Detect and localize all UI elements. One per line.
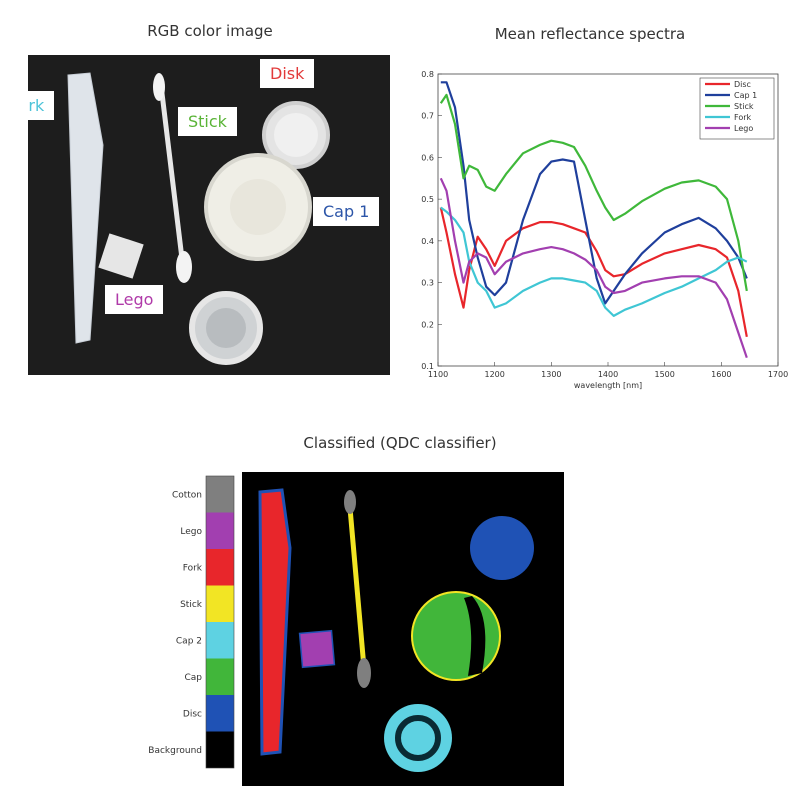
photo-lego — [98, 233, 144, 279]
colorbar-label: Fork — [183, 563, 203, 573]
class-disc — [470, 516, 534, 580]
classified-title: Classified (QDC classifier) — [303, 434, 497, 452]
label-lego: Lego — [105, 285, 164, 314]
photo-stick-tip-bottom — [176, 251, 192, 283]
series-line-cap-1 — [440, 81, 748, 305]
label-stick: Stick — [178, 107, 237, 136]
rgb-image-title: RGB color image — [147, 22, 273, 40]
colorbar-label: Cap 2 — [176, 636, 202, 646]
rgb-photo: Fork Stick Disk Cap 1 Lego — [28, 55, 390, 375]
y-tick-label: 0.4 — [421, 237, 434, 246]
colorbar-label: Cotton — [172, 490, 202, 500]
class-cap2-inner — [395, 715, 441, 761]
x-tick-label: 1700 — [768, 370, 788, 379]
class-fork — [258, 488, 292, 756]
y-tick-label: 0.6 — [421, 153, 434, 162]
spectra-chart: 1100 1200 1300 1400 1500 1600 1700 0.1 0.2 0.3 0.4… — [421, 70, 788, 390]
colorbar-label: Disc — [183, 709, 202, 719]
legend-label: Lego — [734, 124, 753, 133]
chart-legend: Disc Cap 1 Stick Fork Lego — [699, 77, 775, 140]
colorbar-swatch-cap-2 — [206, 622, 234, 659]
spectra-title: Mean reflectance spectra — [494, 25, 686, 43]
classified-image: Cotton Lego Fork Stick Cap 2 Cap Disc Backgroun… — [148, 472, 564, 786]
chart-xlabel: wavelength [nm] — [574, 381, 642, 390]
class-cotton-bottom — [357, 658, 371, 688]
x-tick-label: 1500 — [654, 370, 674, 379]
label-cap1: Cap 1 — [313, 197, 380, 226]
colorbar-swatch-fork — [206, 549, 234, 586]
chart-lines — [439, 81, 748, 359]
y-tick-label: 0.5 — [421, 195, 434, 204]
chart-ticks: 1100 1200 1300 1400 1500 1600 1700 0.1 0.2 0.3 0.4… — [421, 70, 788, 379]
colorbar-swatch-stick — [206, 585, 234, 622]
x-tick-label: 1200 — [484, 370, 504, 379]
photo-disk-inner — [274, 113, 318, 157]
x-tick-label: 1300 — [541, 370, 561, 379]
colorbar-swatch-cap — [206, 658, 234, 695]
y-tick-label: 0.1 — [421, 362, 434, 371]
x-tick-label: 1600 — [711, 370, 731, 379]
photo-fork — [67, 72, 104, 344]
class-cap-shadow — [464, 596, 486, 676]
photo-stick-tip-top — [153, 73, 165, 101]
photo-cap2-inner — [206, 308, 246, 348]
colorbar-swatch-cotton — [206, 476, 234, 513]
class-cap2 — [384, 704, 452, 772]
y-tick-label: 0.7 — [421, 112, 434, 121]
legend-label: Fork — [734, 113, 752, 122]
legend-label: Stick — [734, 102, 754, 111]
colorbar-swatch-disc — [206, 695, 234, 732]
photo-cap1-inner — [230, 179, 286, 235]
class-legend: Cotton Lego Fork Stick Cap 2 Cap Disc Backgroun… — [148, 475, 235, 769]
x-tick-label: 1100 — [428, 370, 448, 379]
y-tick-label: 0.2 — [421, 320, 434, 329]
series-line-fork — [440, 206, 748, 317]
colorbar-frame — [205, 475, 235, 769]
label-fork: Fork — [28, 91, 55, 120]
class-lego — [298, 629, 336, 669]
x-tick-label: 1400 — [598, 370, 618, 379]
colorbar-label: Background — [148, 746, 202, 756]
class-stick — [347, 507, 367, 669]
series-line-lego — [439, 177, 748, 359]
series-line-disc — [439, 207, 748, 338]
label-disk: Disk — [260, 59, 315, 88]
photo-stick — [158, 82, 186, 270]
rgb-photo-drawing — [67, 72, 330, 365]
legend-label: Disc — [734, 80, 751, 89]
colorbar-swatch-lego — [206, 512, 234, 549]
colorbar-label: Lego — [180, 527, 202, 537]
colorbar-swatch-background — [206, 731, 234, 768]
class-cotton-top — [344, 490, 356, 514]
colorbar-label: Stick — [180, 600, 203, 610]
y-tick-label: 0.3 — [421, 279, 434, 288]
legend-label: Cap 1 — [734, 91, 757, 100]
series-line-stick — [439, 93, 748, 292]
colorbar-label: Cap — [184, 673, 202, 683]
class-cap — [411, 591, 501, 681]
y-tick-label: 0.8 — [421, 70, 434, 79]
